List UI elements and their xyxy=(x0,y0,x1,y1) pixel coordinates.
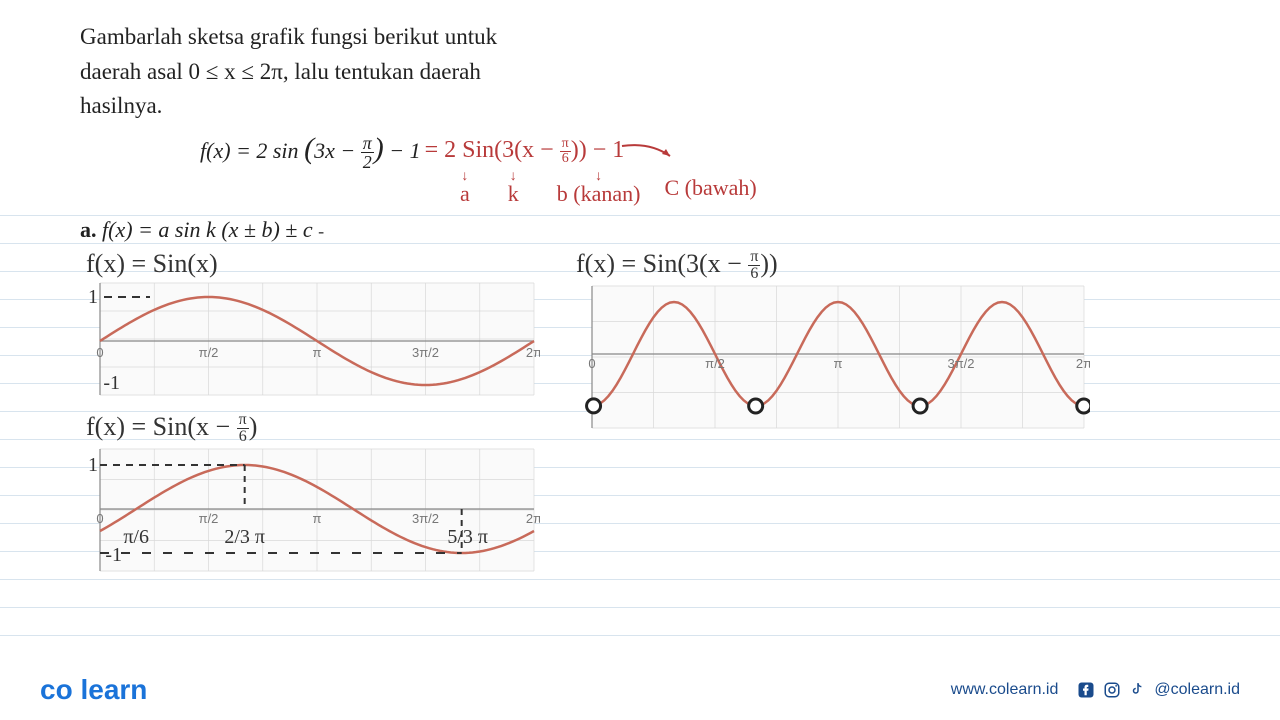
problem-line-3: hasilnya. xyxy=(80,89,630,124)
footer-handle: @colearn.id xyxy=(1154,681,1240,699)
annotation-a: ↓ a xyxy=(460,169,470,207)
part-a-label: a. f(x) = a sin k (x ± b) ± c - xyxy=(80,217,1220,243)
annotation-c: C (bawah) xyxy=(664,175,756,201)
graphs-row: f(x) = Sin(x) 0 π/2 π 3π/2 2π 1 -1 f(x) = Sin(… xyxy=(80,249,1220,588)
svg-text:1: 1 xyxy=(88,454,98,476)
page-content: Gambarlah sketsa grafik fungsi berikut u… xyxy=(0,0,1280,587)
svg-text:2π: 2π xyxy=(526,345,540,360)
formula-handwritten: = 2 Sin(3(x − π6)) − 1 xyxy=(425,137,625,166)
graph3-svg: 0 π/2 π 3π/2 2π xyxy=(570,284,1090,444)
graph2-svg: 0 π/2 π 3π/2 2π π/6 2/3 π 5/3 π 1 -1 xyxy=(80,447,540,587)
footer-url: www.colearn.id xyxy=(951,681,1059,699)
svg-text:2π: 2π xyxy=(526,511,540,526)
svg-text:π/6: π/6 xyxy=(123,526,149,548)
svg-text:π: π xyxy=(313,345,322,360)
svg-text:3π/2: 3π/2 xyxy=(947,356,974,371)
graph1-title: f(x) = Sin(x) xyxy=(86,249,540,279)
svg-text:5/3 π: 5/3 π xyxy=(447,526,488,548)
formula-printed: f(x) = 2 sin (3x − π2) − 1 xyxy=(200,132,421,171)
tiktok-icon xyxy=(1128,680,1148,700)
svg-text:0: 0 xyxy=(588,356,595,371)
annotations: ↓ a ↓ k ↓ b (kanan) C (bawah) xyxy=(460,169,1220,207)
svg-text:0: 0 xyxy=(96,511,103,526)
problem-line-1: Gambarlah sketsa grafik fungsi berikut u… xyxy=(80,20,630,55)
problem-line-2: daerah asal 0 ≤ x ≤ 2π, lalu tentukan da… xyxy=(80,55,630,90)
footer: co learn www.colearn.id @colearn.id xyxy=(0,674,1280,706)
graph3-title: f(x) = Sin(3(x − π6)) xyxy=(576,249,1090,283)
svg-text:3π/2: 3π/2 xyxy=(412,511,439,526)
graph1: 0 π/2 π 3π/2 2π 1 -1 xyxy=(80,281,540,416)
graph2-title: f(x) = Sin(x − π6) xyxy=(86,412,540,446)
social-icons: @colearn.id xyxy=(1076,680,1240,700)
facebook-icon xyxy=(1076,680,1096,700)
svg-text:π: π xyxy=(313,511,322,526)
graph1-svg: 0 π/2 π 3π/2 2π 1 -1 xyxy=(80,281,540,411)
formula-row: f(x) = 2 sin (3x − π2) − 1 = 2 Sin(3(x −… xyxy=(200,132,1220,171)
graph3: 0 π/2 π 3π/2 2π xyxy=(570,284,1090,444)
footer-right: www.colearn.id @colearn.id xyxy=(951,680,1240,700)
svg-text:3π/2: 3π/2 xyxy=(412,345,439,360)
graph2: 0 π/2 π 3π/2 2π π/6 2/3 π 5/3 π 1 -1 xyxy=(80,447,540,587)
logo: co learn xyxy=(40,674,147,706)
svg-text:π/2: π/2 xyxy=(199,511,219,526)
left-column: f(x) = Sin(x) 0 π/2 π 3π/2 2π 1 -1 f(x) = Sin(… xyxy=(80,249,540,588)
arrow-to-c-icon xyxy=(620,134,680,164)
annotation-b: ↓ b (kanan) xyxy=(557,169,641,207)
svg-text:-1: -1 xyxy=(103,372,120,394)
instagram-icon xyxy=(1102,680,1122,700)
right-column: f(x) = Sin(3(x − π6)) 0 π/2 π 3π/2 2π xyxy=(570,249,1090,588)
svg-text:1: 1 xyxy=(88,286,98,308)
svg-text:2π: 2π xyxy=(1076,356,1090,371)
svg-text:2/3 π: 2/3 π xyxy=(224,526,265,548)
svg-text:π/2: π/2 xyxy=(199,345,219,360)
svg-text:π/2: π/2 xyxy=(705,356,725,371)
svg-text:0: 0 xyxy=(96,345,103,360)
problem-statement: Gambarlah sketsa grafik fungsi berikut u… xyxy=(80,20,630,124)
annotation-k: ↓ k xyxy=(508,169,519,207)
svg-text:-1: -1 xyxy=(105,544,122,566)
svg-text:π: π xyxy=(834,356,843,371)
